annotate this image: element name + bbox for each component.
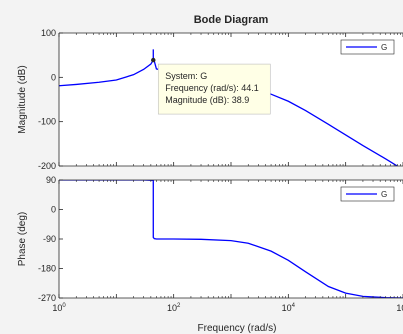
x-tick-label-base: 10 [282,303,292,313]
x-tick-label-base: 10 [167,303,177,313]
x-tick-label-exponent: 0 [62,303,66,309]
phase-legend[interactable]: G [340,186,395,202]
magnitude-y-axis-label: Magnitude (dB) [17,65,28,133]
legends-and-datatip[interactable]: G G System: G Frequency (rad/s): 44.1 Magnit… [151,39,395,202]
magnitude-legend-label: G [381,43,387,52]
x-tick-label-exponent: 4 [292,303,296,309]
magnitude-y-tick-label: 0 [51,72,56,82]
x-tick-label-base: 10 [396,303,403,313]
phase-y-tick-label: 90 [46,175,56,185]
axes-frames [58,32,403,299]
datatip[interactable]: System: G Frequency (rad/s): 44.1 Magnitud… [151,57,271,115]
x-tick-label: 100 [52,303,66,313]
datatip-box [157,63,271,115]
magnitude-y-tick-label: 100 [41,28,56,38]
phase-y-tick-label: -270 [38,293,56,303]
phase-y-axis-label: Phase (deg) [17,212,28,266]
x-axis-label: Frequency (rad/s) [198,323,277,334]
phase-y-tick-label: -90 [43,234,56,244]
x-tick-label: 106 [396,303,403,313]
x-tick-label-exponent: 2 [177,303,181,309]
phase-y-tick-label: 0 [51,205,56,215]
datatip-marker [151,57,156,63]
phase-y-tick-label: -180 [38,264,56,274]
x-tick-label: 102 [167,303,181,313]
magnitude-legend[interactable]: G [340,39,395,55]
datatip-line: Frequency (rad/s): 44.1 [165,83,259,93]
magnitude-y-tick-label: -100 [38,117,56,127]
datatip-line: Magnitude (dB): 38.9 [165,95,249,105]
x-tick-label: 104 [282,303,296,313]
datatip-line: System: G [165,71,207,81]
chart-title: Bode Diagram [194,14,269,26]
phase-legend-label: G [381,190,387,199]
magnitude-y-tick-label: -200 [38,161,56,171]
x-tick-label-base: 10 [52,303,62,313]
